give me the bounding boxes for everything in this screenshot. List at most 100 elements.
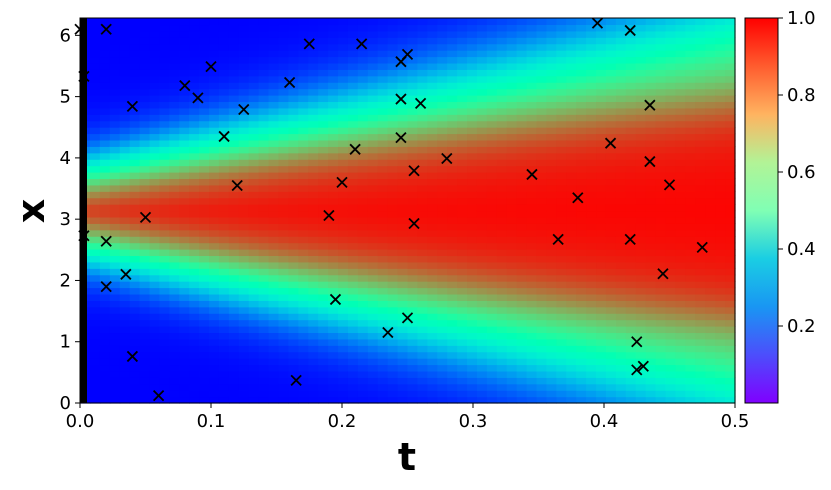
heatmap-cell [248, 300, 260, 308]
heatmap-cell [457, 120, 468, 128]
heatmap-cell [596, 159, 607, 167]
heatmap-cell [705, 88, 716, 96]
heatmap-cell [228, 287, 240, 295]
heatmap-cell [119, 236, 131, 244]
heatmap-cell [179, 287, 190, 295]
heatmap-cell [526, 370, 538, 378]
heatmap-cell [615, 30, 627, 38]
heatmap-cell [238, 24, 250, 32]
heatmap-cell [179, 338, 190, 346]
heatmap-cell [476, 249, 488, 257]
heatmap-cell [605, 62, 617, 70]
heatmap-cell [179, 274, 190, 282]
heatmap-cell [615, 101, 627, 109]
heatmap-cell [516, 56, 528, 64]
heatmap-cell [556, 197, 567, 205]
heatmap-cell [129, 18, 141, 26]
heatmap-cell [536, 358, 548, 366]
heatmap-cell [338, 18, 349, 26]
heatmap-cell [447, 139, 458, 147]
heatmap-cell [298, 120, 309, 128]
heatmap-cell [109, 114, 121, 122]
heatmap-cell [447, 281, 458, 289]
heatmap-cell [328, 300, 339, 308]
heatmap-cell [209, 43, 220, 51]
heatmap-cell [556, 358, 567, 366]
heatmap-cell [516, 287, 528, 295]
heatmap-cell [427, 114, 438, 122]
heatmap-cell [367, 120, 379, 128]
heatmap-cell [556, 133, 567, 141]
heatmap-cell [209, 75, 220, 83]
heatmap-cell [119, 377, 131, 385]
heatmap-cell [546, 120, 557, 128]
heatmap-cell [347, 191, 359, 199]
heatmap-cell [526, 229, 538, 237]
heatmap-cell [556, 43, 567, 51]
heatmap-cell [248, 236, 260, 244]
heatmap-cell [248, 88, 260, 96]
heatmap-cell [526, 184, 538, 192]
heatmap-cell [318, 370, 329, 378]
heatmap-cell [119, 37, 131, 45]
heatmap-cell [129, 255, 141, 263]
heatmap-cell [625, 300, 637, 308]
heatmap-cell [308, 370, 319, 378]
heatmap-cell [655, 300, 667, 308]
heatmap-cell [278, 281, 289, 289]
heatmap-cell [119, 50, 131, 58]
heatmap-cell [367, 390, 379, 398]
heatmap-cell [655, 351, 667, 359]
heatmap-cell [129, 165, 141, 173]
heatmap-cell [318, 30, 329, 38]
heatmap-cell [725, 249, 736, 257]
heatmap-cell [566, 210, 577, 218]
heatmap-cell [407, 75, 419, 83]
heatmap-cell [218, 165, 230, 173]
heatmap-cell [288, 383, 299, 391]
heatmap-cell [486, 204, 498, 212]
heatmap-cell [566, 345, 577, 353]
heatmap-cell [576, 204, 587, 212]
heatmap-cell [506, 114, 518, 122]
heatmap-cell [258, 204, 270, 212]
heatmap-cell [486, 133, 498, 141]
heatmap-cell [437, 114, 448, 122]
heatmap-cell [615, 95, 627, 103]
heatmap-cell [159, 383, 170, 391]
heatmap-cell [516, 37, 528, 45]
heatmap-cell [328, 197, 339, 205]
heatmap-cell [576, 139, 587, 147]
heatmap-cell [506, 75, 518, 83]
heatmap-cell [149, 139, 160, 147]
heatmap-cell [278, 383, 289, 391]
heatmap-cell [248, 332, 260, 340]
heatmap-cell [486, 223, 498, 231]
heatmap-cell [258, 313, 270, 321]
heatmap-cell [347, 69, 359, 77]
heatmap-cell [99, 390, 111, 398]
heatmap-cell [685, 396, 696, 404]
heatmap-cell [566, 313, 577, 321]
heatmap-cell [705, 274, 716, 282]
heatmap-cell [625, 223, 637, 231]
heatmap-cell [139, 184, 151, 192]
heatmap-cell [417, 133, 428, 141]
heatmap-cell [546, 345, 557, 353]
heatmap-cell [576, 287, 587, 295]
heatmap-cell [675, 249, 686, 257]
heatmap-cell [536, 43, 548, 51]
heatmap-cell [89, 146, 101, 154]
heatmap-cell [437, 351, 448, 359]
heatmap-cell [218, 69, 230, 77]
heatmap-cell [675, 364, 686, 372]
y-tick-label: 5 [60, 87, 71, 108]
heatmap-cell [367, 204, 379, 212]
heatmap-cell [318, 114, 329, 122]
heatmap-cell [675, 75, 686, 83]
heatmap-cell [665, 56, 677, 64]
heatmap-cell [685, 236, 696, 244]
heatmap-cell [625, 319, 637, 327]
heatmap-cell [347, 95, 359, 103]
heatmap-cell [417, 75, 428, 83]
